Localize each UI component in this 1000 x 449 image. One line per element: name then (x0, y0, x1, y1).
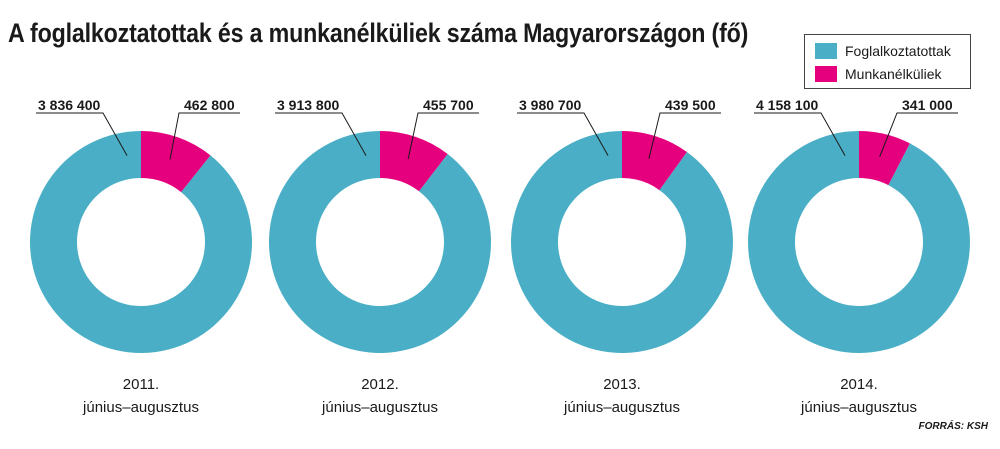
legend-label-employed: Foglalkoztatottak (845, 43, 951, 59)
leader-unemployed-4 (879, 112, 958, 158)
value-label-employed-2: 3 913 800 (277, 97, 339, 113)
period-label-1: június–augusztus (82, 399, 199, 416)
chart-title: A foglalkoztatottak és a munkanélküliek … (8, 18, 749, 48)
slice-unemployed-4 (859, 131, 910, 186)
value-label-unemployed-4: 341 000 (902, 97, 953, 113)
slice-employed-3 (511, 131, 733, 353)
leader-unemployed-3 (648, 112, 721, 159)
donut-3: 3 980 700 439 500 2013. június–augusztus (511, 97, 733, 416)
legend: Foglalkoztatottak Munkanélküliek (804, 34, 971, 89)
leader-employed-3 (517, 112, 609, 156)
legend-item-unemployed: Munkanélküliek (815, 65, 942, 83)
legend-item-employed: Foglalkoztatottak (815, 42, 951, 60)
value-label-unemployed-1: 462 800 (184, 97, 235, 113)
period-label-4: június–augusztus (800, 399, 917, 416)
value-label-employed-4: 4 158 100 (756, 97, 818, 113)
value-label-employed-3: 3 980 700 (519, 97, 581, 113)
slice-employed-1 (30, 131, 252, 353)
slice-employed-4 (747, 131, 970, 353)
slice-unemployed-2 (380, 131, 448, 192)
leader-employed-1 (36, 112, 128, 156)
year-label-3: 2013. (603, 376, 641, 393)
leader-unemployed-2 (407, 112, 479, 160)
slice-employed-2 (268, 131, 491, 354)
year-label-2: 2012. (361, 376, 399, 393)
slice-unemployed-1 (141, 131, 211, 193)
slice-unemployed-3 (622, 131, 687, 191)
value-label-unemployed-3: 439 500 (665, 97, 716, 113)
legend-label-unemployed: Munkanélküliek (845, 66, 942, 82)
legend-swatch-unemployed (815, 66, 837, 82)
source-note: FORRÁS: KSH (918, 421, 988, 432)
period-label-2: június–augusztus (321, 399, 438, 416)
leader-unemployed-1 (169, 112, 240, 160)
period-label-3: június–augusztus (563, 399, 680, 416)
legend-swatch-employed (815, 43, 837, 59)
donut-2: 3 913 800 455 700 2012. június–augusztus (268, 97, 491, 416)
donut-1: 3 836 400 462 800 2011. június–augusztus (30, 97, 252, 416)
value-label-employed-1: 3 836 400 (38, 97, 100, 113)
value-label-unemployed-2: 455 700 (423, 97, 474, 113)
donut-4: 4 158 100 341 000 2014. június–augusztus (747, 97, 970, 416)
year-label-4: 2014. (840, 376, 878, 393)
leader-employed-4 (754, 112, 846, 156)
leader-employed-2 (275, 112, 367, 156)
year-label-1: 2011. (123, 376, 159, 393)
